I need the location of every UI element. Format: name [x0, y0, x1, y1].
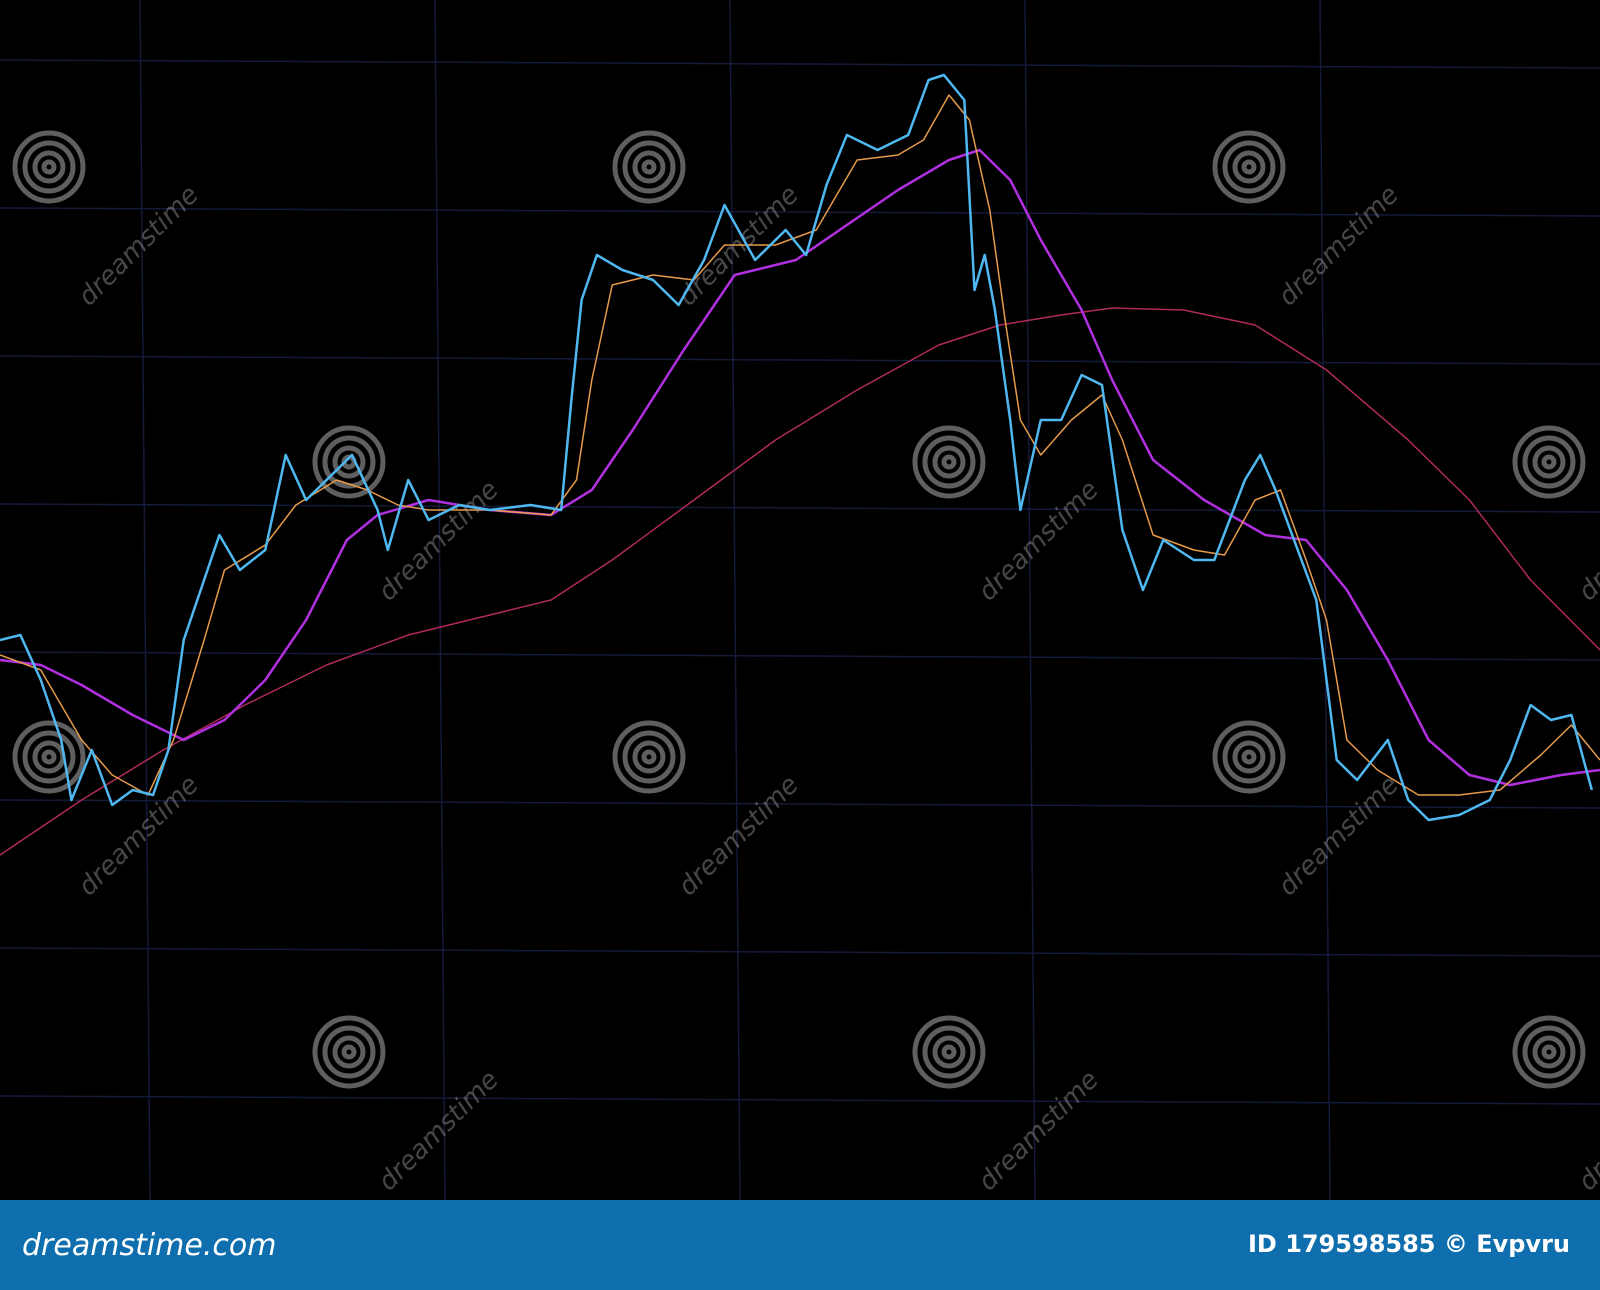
grid-line — [434, 0, 446, 1200]
watermark-icon — [912, 1015, 986, 1089]
grid-line — [0, 207, 1600, 217]
watermark-icon — [312, 1015, 386, 1089]
watermark-icon — [632, 740, 666, 774]
watermark-icon — [1522, 435, 1576, 489]
series-line — [0, 148, 1600, 787]
series-line — [0, 94, 1600, 796]
series-line — [0, 307, 1600, 856]
watermark-icon — [32, 150, 66, 184]
watermark-icon — [622, 140, 676, 194]
footer-site: dreamstime.com — [22, 1228, 277, 1263]
watermark-icon — [641, 159, 657, 175]
grid-line — [0, 503, 1600, 513]
watermark-icon — [41, 749, 57, 765]
footer: dreamstime.com ID 179598585 © Evpvru — [0, 1200, 1600, 1290]
watermark-icon — [1532, 445, 1566, 479]
watermark-icon — [612, 720, 686, 794]
watermark-icon — [1512, 1015, 1586, 1089]
watermark-icon — [12, 130, 86, 204]
watermark-icon — [932, 1035, 966, 1069]
watermark-icon — [1212, 720, 1286, 794]
watermark-icon — [941, 454, 957, 470]
watermark-icon — [341, 1044, 357, 1060]
chart: dreamstime dreamstime dreamstimedreamstime… — [0, 0, 1600, 1200]
watermark-icon — [632, 150, 666, 184]
grid-line — [0, 947, 1600, 957]
watermark-icon — [312, 425, 386, 499]
grid-line — [0, 355, 1600, 365]
grid-line — [1319, 0, 1331, 1200]
watermark-icon — [1222, 140, 1276, 194]
watermark-icon — [932, 445, 966, 479]
watermark-icon — [332, 1035, 366, 1069]
watermark-icon — [1541, 1044, 1557, 1060]
watermark-icon — [1512, 425, 1586, 499]
grid-line — [729, 0, 741, 1200]
watermark-icon — [912, 425, 986, 499]
watermark-icon — [941, 1044, 957, 1060]
watermark-icon — [922, 1025, 976, 1079]
watermark-icon — [22, 140, 76, 194]
watermark-icon — [322, 1025, 376, 1079]
watermark-icon — [922, 435, 976, 489]
watermark-icon — [41, 159, 57, 175]
watermark-icon — [1241, 749, 1257, 765]
watermark-icon — [1241, 159, 1257, 175]
watermark-icon — [1232, 150, 1266, 184]
watermark-icon — [12, 720, 86, 794]
watermark-icon — [1541, 454, 1557, 470]
series-line — [0, 73, 1594, 822]
grid-line — [0, 1095, 1600, 1105]
watermark-icon — [322, 435, 376, 489]
watermark-icon — [612, 130, 686, 204]
grid-line — [139, 0, 151, 1200]
watermark-icon — [1232, 740, 1266, 774]
background — [0, 0, 1600, 1200]
grid-line — [0, 799, 1600, 809]
watermark-icon — [22, 730, 76, 784]
grid-line — [1024, 0, 1036, 1200]
grid-line — [0, 59, 1600, 69]
watermark-icon — [622, 730, 676, 784]
watermark-icon — [641, 749, 657, 765]
footer-id: ID 179598585 © Evpvru — [1248, 1230, 1570, 1258]
watermark-icon — [332, 445, 366, 479]
watermark-icon — [1212, 130, 1286, 204]
watermark-icon — [1532, 1035, 1566, 1069]
watermark-icon — [1522, 1025, 1576, 1079]
watermark-icon — [1222, 730, 1276, 784]
